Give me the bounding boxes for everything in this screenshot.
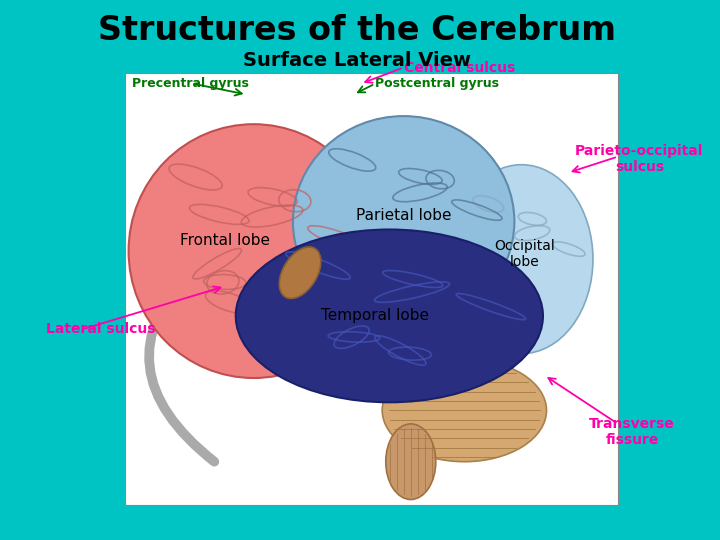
FancyArrowPatch shape bbox=[149, 267, 215, 462]
Ellipse shape bbox=[293, 116, 514, 327]
Text: Central sulcus: Central sulcus bbox=[404, 60, 515, 75]
Ellipse shape bbox=[279, 247, 321, 299]
Text: Surface Lateral View: Surface Lateral View bbox=[243, 51, 471, 70]
Text: Parietal lobe: Parietal lobe bbox=[356, 208, 451, 224]
Text: Frontal lobe: Frontal lobe bbox=[180, 233, 270, 248]
Text: Precentral gyrus: Precentral gyrus bbox=[132, 77, 249, 90]
Text: Parieto-occipital
sulcus: Parieto-occipital sulcus bbox=[575, 144, 703, 174]
Text: Temporal lobe: Temporal lobe bbox=[321, 308, 429, 323]
Ellipse shape bbox=[386, 424, 436, 500]
Text: Lateral sulcus: Lateral sulcus bbox=[46, 322, 156, 336]
Text: Postcentral gyrus: Postcentral gyrus bbox=[375, 77, 499, 90]
Ellipse shape bbox=[450, 165, 593, 354]
FancyBboxPatch shape bbox=[125, 73, 618, 505]
Text: Structures of the Cerebrum: Structures of the Cerebrum bbox=[98, 14, 616, 46]
Text: Transverse
fissure: Transverse fissure bbox=[590, 417, 675, 447]
Text: Occipital
lobe: Occipital lobe bbox=[495, 239, 555, 269]
Ellipse shape bbox=[235, 230, 543, 402]
Ellipse shape bbox=[129, 124, 379, 378]
Ellipse shape bbox=[382, 359, 546, 462]
